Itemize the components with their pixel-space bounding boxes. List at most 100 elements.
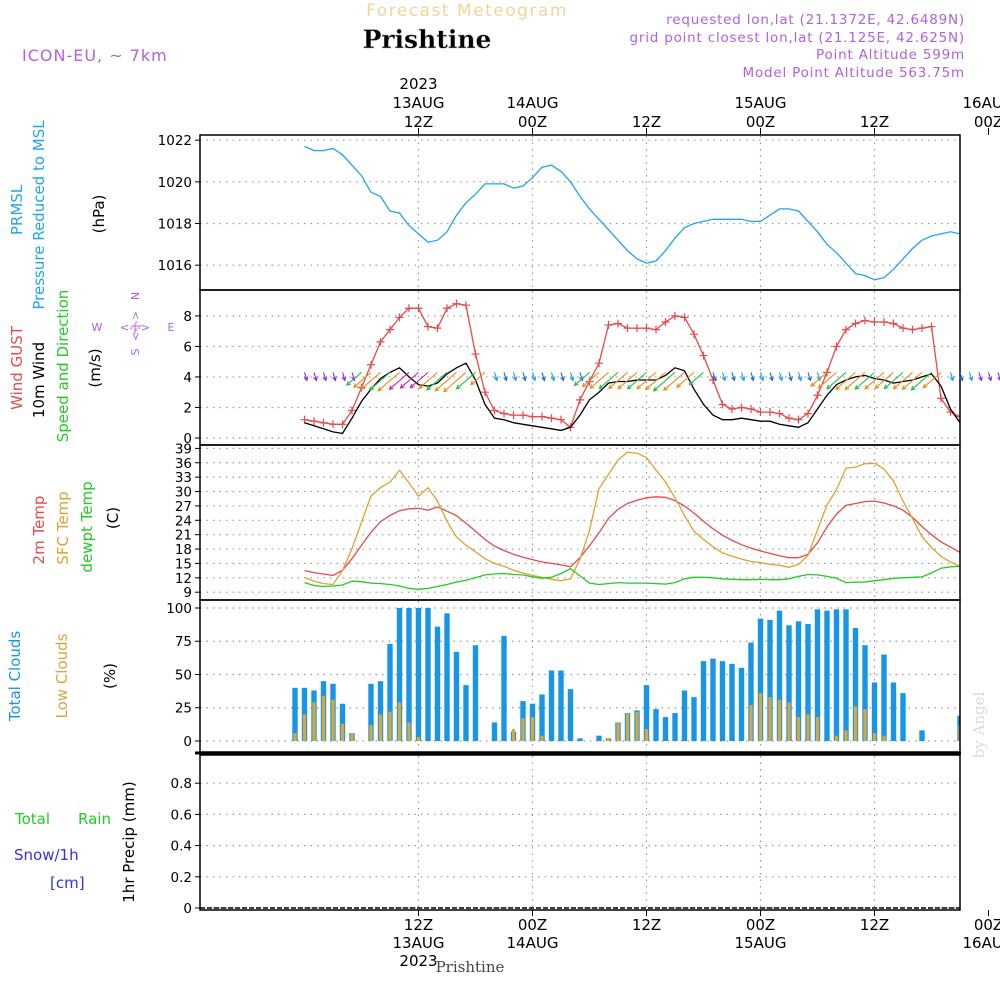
meteogram-subtitle: Forecast Meteogram	[366, 1, 568, 21]
gust-marker	[699, 351, 708, 360]
total-clouds-bar	[900, 693, 906, 741]
wind-arrow	[807, 372, 811, 381]
wind-arrow-head	[626, 384, 632, 390]
total-clouds-bar	[567, 689, 574, 741]
gust-marker	[880, 318, 888, 326]
gust-marker	[804, 409, 812, 418]
top-time-label: 00Z	[518, 113, 547, 131]
wind-arrow	[797, 372, 802, 381]
wind-arrow-head	[826, 384, 832, 390]
wind-arrow-head	[892, 384, 898, 390]
wind-arrow-head	[368, 386, 374, 391]
y-tick-label: 15	[175, 556, 192, 572]
y-tick-label: 9	[183, 585, 192, 601]
wind-arrow-head	[978, 376, 983, 382]
low-clouds-bar	[958, 725, 960, 741]
gust-marker	[966, 414, 974, 422]
gust-marker	[899, 324, 907, 333]
wind-arrow-head	[573, 381, 579, 387]
gust-marker	[557, 415, 565, 424]
series-line-dewpt-temp	[304, 565, 960, 590]
wind-arrow-head	[922, 383, 928, 389]
wind-arrow	[418, 371, 438, 389]
wind-arrow	[541, 372, 545, 381]
panel-frame	[199, 754, 961, 911]
pressure-label-prmsl: PRMSL	[8, 184, 26, 235]
gust-marker	[500, 409, 508, 418]
top-time-label: 2023	[399, 75, 437, 93]
wind-arrow	[560, 372, 564, 381]
total-clouds-bar	[681, 690, 688, 741]
wind-arrow	[884, 371, 904, 389]
gust-marker	[994, 414, 1000, 422]
wind-arrow-head	[854, 385, 860, 390]
gust-marker	[329, 420, 337, 429]
bottom-time-label: 12Z	[404, 916, 433, 934]
gust-marker	[861, 316, 869, 325]
low-clouds-bar	[606, 738, 611, 741]
gust-marker	[348, 406, 356, 415]
low-clouds-bar	[635, 711, 639, 741]
total-clouds-bar	[852, 627, 859, 741]
wind-arrow	[400, 371, 419, 389]
bottom-time-label: 12Z	[860, 916, 889, 934]
wind-arrow-head	[910, 385, 916, 391]
clouds-low-label: Low Clouds	[53, 633, 71, 718]
top-time-label: 15AUG	[735, 94, 787, 112]
gust-marker	[842, 325, 850, 334]
wind-arrow-head	[662, 386, 668, 392]
y-tick-label: 6	[183, 339, 192, 355]
low-clouds-bar	[616, 722, 620, 741]
bottom-time-label: 15AUG	[735, 934, 787, 952]
wind-arrow	[874, 371, 894, 389]
gust-marker	[870, 318, 879, 326]
wind-arrow-head	[589, 384, 595, 389]
low-clouds-bar	[378, 714, 383, 741]
wind-arrow	[589, 371, 609, 389]
wind-arrow-head	[778, 376, 784, 382]
total-clouds-bar	[653, 709, 659, 741]
wind-arrow	[818, 371, 837, 389]
bottom-time-label: 2023	[399, 952, 437, 970]
low-clouds-bar	[768, 697, 772, 741]
wind-speed-direction-label: Speed and Direction	[54, 290, 72, 443]
wind-arrow	[854, 371, 875, 390]
bottom-time-label: 16AUG	[963, 934, 1000, 952]
gust-marker	[509, 411, 518, 420]
gust-marker	[642, 324, 651, 333]
gust-marker	[319, 418, 328, 427]
total-clouds-bar	[871, 682, 878, 741]
compass-vertical-arrow: <-|->	[129, 311, 142, 341]
total-clouds-bar	[710, 658, 716, 741]
temp-unit: (C)	[104, 507, 122, 529]
wind-arrow	[389, 371, 410, 390]
watermark: by Angel	[970, 691, 988, 758]
point-altitude: Point Altitude 599m	[816, 47, 965, 63]
total-clouds-bar	[862, 645, 868, 741]
wind-arrow	[313, 372, 317, 381]
wind-arrow-head	[652, 386, 658, 392]
wind-arrow-head	[353, 383, 358, 388]
total-clouds-bar	[833, 609, 840, 741]
wind-arrow	[322, 372, 327, 381]
wind-arrow-head	[313, 376, 318, 382]
wind-unit: (m/s)	[86, 348, 104, 387]
y-tick-label: 0.6	[171, 807, 192, 823]
wind-10m-label: 10m Wind	[30, 342, 48, 418]
wind-arrow-head	[426, 385, 431, 391]
wind-direction-arrows	[303, 371, 1000, 393]
wind-arrow	[653, 371, 676, 392]
total-clouds-bar	[539, 694, 545, 741]
low-clouds-bar	[416, 737, 421, 741]
y-tick-label: 33	[175, 470, 192, 486]
y-tick-label: 27	[175, 499, 192, 515]
wind-arrow-head	[303, 376, 309, 382]
temp-dewpt-label: dewpt Temp	[78, 481, 96, 572]
wind-arrow	[922, 371, 942, 389]
wind-arrow	[599, 371, 619, 389]
gust-marker	[310, 417, 318, 426]
y-tick-label: 30	[175, 485, 192, 501]
wind-arrow-head	[874, 384, 880, 389]
